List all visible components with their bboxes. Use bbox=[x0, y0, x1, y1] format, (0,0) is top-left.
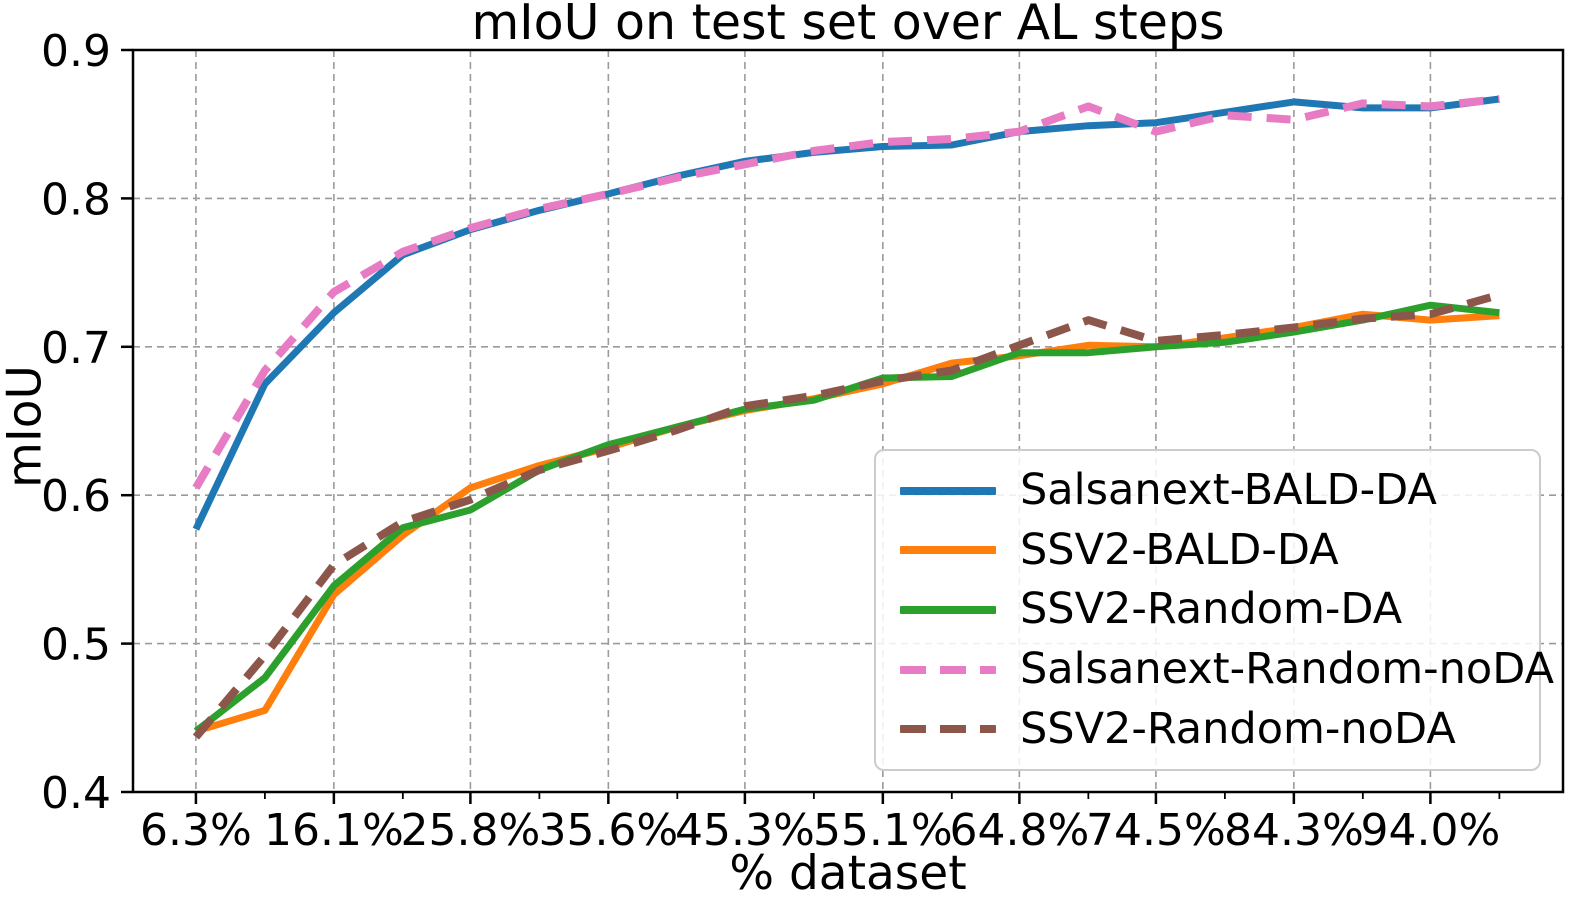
legend-swatch-dashed-line bbox=[900, 665, 996, 674]
x-tick-label: 45.3% bbox=[675, 805, 815, 856]
legend-row: SSV2-Random-DA bbox=[900, 586, 1529, 633]
plot-border bbox=[131, 48, 1565, 794]
x-tick-label: 55.1% bbox=[813, 805, 953, 856]
series-line-ssv2-random-da bbox=[193, 301, 1500, 734]
legend-label: SSV2-Random-noDA bbox=[1020, 703, 1456, 754]
legend-row: SSV2-Random-noDA bbox=[900, 703, 1529, 754]
y-tick-label: 0.8 bbox=[41, 174, 111, 225]
y-tick-label: 0.5 bbox=[41, 620, 111, 671]
series-line-ssv2-random-noda bbox=[192, 291, 1501, 740]
series-line-salsanext-random-noda bbox=[192, 95, 1500, 490]
y-tick-label: 0.6 bbox=[41, 471, 111, 522]
x-tick-label: 35.6% bbox=[538, 805, 678, 856]
legend-row: Salsanext-BALD-DA bbox=[900, 465, 1529, 516]
legend-label: SSV2-Random-DA bbox=[1020, 584, 1403, 635]
legend: Salsanext-BALD-DA SSV2-BALD-DA SSV2-Random… bbox=[874, 449, 1554, 771]
y-tick-label: 0.7 bbox=[41, 323, 111, 374]
x-tick-label: 94.0% bbox=[1361, 805, 1501, 856]
legend-swatch-solid-line bbox=[900, 605, 996, 614]
x-tick-label: 74.5% bbox=[1086, 805, 1226, 856]
legend-row: Salsanext-Random-noDA bbox=[900, 645, 1554, 693]
chart-title: mIoU on test set over AL steps bbox=[471, 0, 1225, 51]
legend-label: Salsanext-Random-noDA bbox=[1020, 643, 1554, 694]
y-tick-label: 0.9 bbox=[41, 26, 111, 77]
x-axis-label: % dataset bbox=[729, 846, 967, 901]
y-tick-label: 0.4 bbox=[41, 768, 111, 819]
legend-label: SSV2-BALD-DA bbox=[1020, 524, 1339, 575]
legend-swatch-solid-line bbox=[900, 486, 996, 495]
legend-label: Salsanext-BALD-DA bbox=[1020, 465, 1437, 516]
x-tick-label: 6.3% bbox=[140, 805, 252, 856]
legend-swatch-dashed-line bbox=[900, 725, 996, 734]
x-tick-label: 84.3% bbox=[1224, 805, 1364, 856]
legend-swatch-solid-line bbox=[900, 546, 996, 555]
legend-row: SSV2-BALD-DA bbox=[900, 524, 1529, 575]
x-tick-label: 25.8% bbox=[401, 805, 541, 856]
y-axis-label: mIoU bbox=[0, 365, 53, 488]
x-tick-label: 64.8% bbox=[949, 805, 1089, 856]
x-tick-label: 16.1% bbox=[264, 805, 404, 856]
